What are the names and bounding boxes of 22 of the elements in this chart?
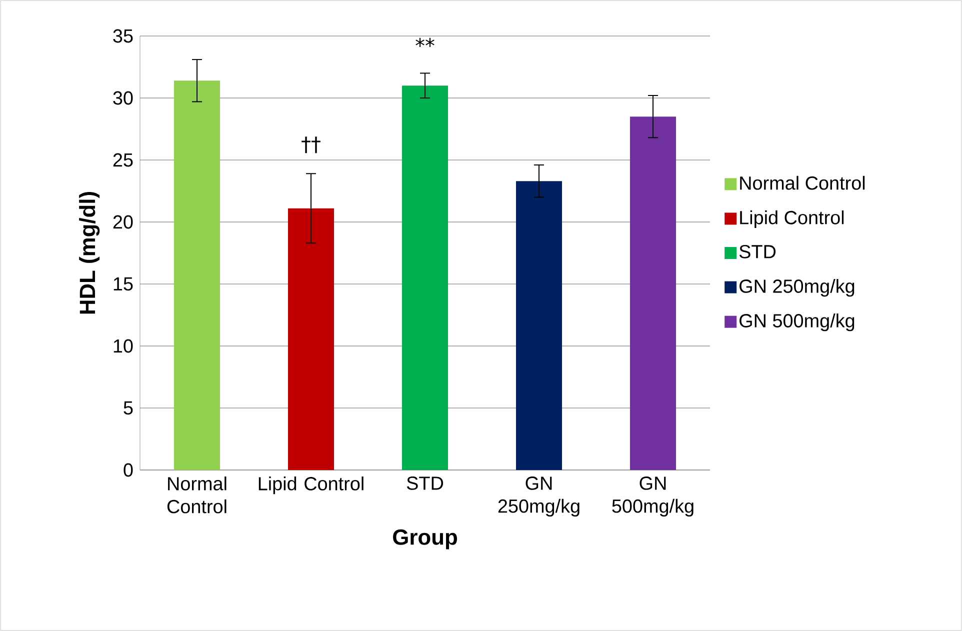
x-tick-label: STD bbox=[406, 476, 444, 490]
y-tick-label: 15 bbox=[114, 277, 133, 291]
y-tick-label: 0 bbox=[124, 463, 133, 477]
legend-label: STD bbox=[739, 244, 776, 258]
x-tick-label: Lipid Control bbox=[258, 476, 364, 494]
y-axis-title: HDL (mg/dl) bbox=[79, 192, 100, 314]
legend-label: Normal Control bbox=[740, 176, 865, 190]
x-axis-title: Group bbox=[393, 529, 457, 550]
legend-label: GN 250mg/kg bbox=[740, 278, 854, 297]
y-tick-label: 35 bbox=[113, 29, 133, 43]
x-tick-label: GN 500mg/kg bbox=[612, 476, 694, 517]
x-tick-label: GN 250mg/kg bbox=[498, 476, 580, 517]
annotation: ** bbox=[416, 38, 434, 47]
y-tick-label: 30 bbox=[113, 91, 133, 105]
legend-label: GN 500mg/kg bbox=[740, 314, 854, 332]
legend-label: Lipid Control bbox=[740, 210, 844, 228]
y-tick-label: 10 bbox=[114, 339, 133, 353]
y-tick-label: 5 bbox=[124, 401, 133, 415]
x-tick-label: Normal Control bbox=[167, 476, 226, 514]
annotation: †† bbox=[302, 136, 320, 154]
y-tick-label: 25 bbox=[113, 153, 133, 167]
y-tick-label: 20 bbox=[113, 215, 133, 229]
